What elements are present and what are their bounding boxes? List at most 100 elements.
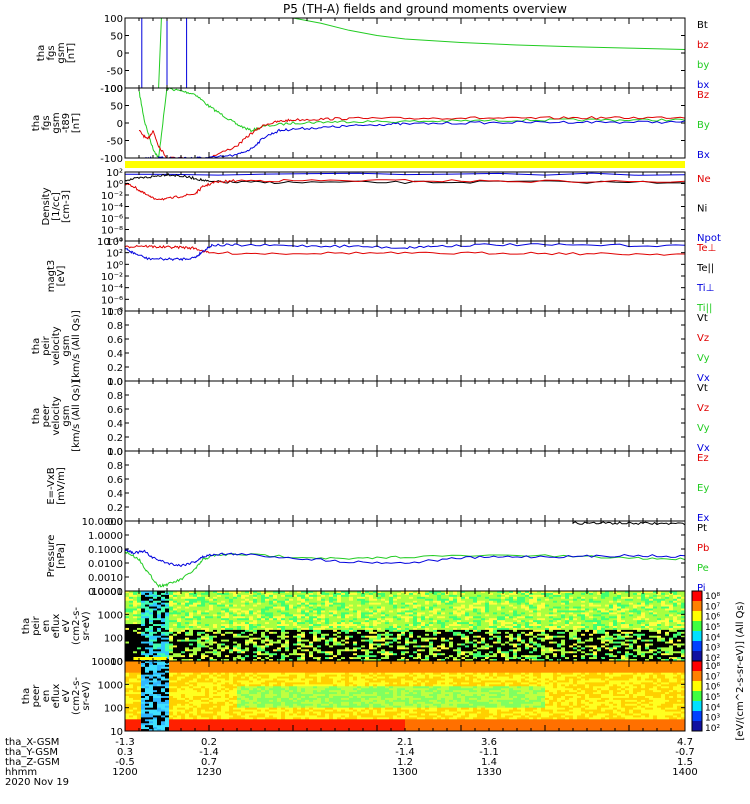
panel-frame <box>125 172 685 241</box>
y-tick-label: 0.8 <box>107 391 123 402</box>
x-tick-label: 1300 <box>392 767 417 778</box>
series-group-fgs <box>136 18 685 88</box>
y-tick-label: 0.0010 <box>88 573 123 584</box>
y-tick-label: 0.6 <box>107 335 123 346</box>
legend-entry: Ti⊥ <box>696 283 714 294</box>
colorbar-segment <box>692 701 702 712</box>
y-tick-label: 0.4 <box>107 489 123 500</box>
y-tick-label: 10⁴ <box>106 237 123 248</box>
colorbar-tick-label: 10⁶ <box>705 683 720 693</box>
x-tick-label: 1230 <box>196 767 221 778</box>
series-group-pressure <box>125 522 685 587</box>
y-axis-label-line: [mV/m] <box>56 467 67 505</box>
colorbar-tick-label: 10⁵ <box>705 623 720 633</box>
legend-entry: Ne <box>697 174 711 185</box>
colorbar-segment <box>692 651 702 662</box>
colorbars: 10⁸10⁷10⁶10⁵10⁴10³10²10⁸10⁷10⁶10⁵10⁴10³1… <box>692 591 746 741</box>
colorbar-segment <box>692 681 702 692</box>
y-tick-label: 1.0 <box>107 307 123 318</box>
y-tick-label: -50 <box>107 67 123 78</box>
legend-entry: Ey <box>697 483 709 494</box>
y-axis-label: E=-VxB[mV/m] <box>46 467 67 505</box>
legend-entry: Vt <box>697 383 708 394</box>
y-tick-label: 10.0000 <box>82 517 123 528</box>
colorbar-tick-label: 10⁴ <box>705 633 720 643</box>
colorbar-tick-label: 10⁷ <box>705 672 720 682</box>
y-tick-label: 0.2 <box>107 503 123 514</box>
panel-frame <box>125 451 685 521</box>
colorbar-segment <box>692 721 702 732</box>
panel-frame <box>125 381 685 451</box>
panel-frame <box>125 241 685 311</box>
y-axis-label-line: sr-eV) <box>81 681 92 710</box>
y-axis-label-line: [km/s (All Qs)] <box>71 380 82 452</box>
legend-entry: Bx <box>697 150 710 161</box>
y-tick-label: 1000 <box>98 610 123 621</box>
series-line-Bt <box>136 18 685 88</box>
legend-entry: Vy <box>697 353 710 364</box>
quality-flag-bar <box>133 657 167 660</box>
y-tick-label: -50 <box>107 137 123 148</box>
y-tick-label: 0.2 <box>107 433 123 444</box>
series-line-Bx <box>139 121 685 159</box>
y-tick-label: 1.0 <box>107 377 123 388</box>
y-tick-label: 10⁻⁴ <box>101 203 123 214</box>
y-tick-label: 0.2 <box>107 363 123 374</box>
legend-entry: Vt <box>697 313 708 324</box>
y-tick-label: -100 <box>100 154 123 165</box>
colorbar-segment <box>692 611 702 622</box>
legend-entry: Pb <box>697 543 709 554</box>
colorbar-segment <box>692 661 702 672</box>
y-tick-label: 0 <box>117 119 123 130</box>
y-tick-label: 1.0 <box>107 447 123 458</box>
quality-flag-bar <box>125 161 685 168</box>
colorbar-segment <box>692 711 702 722</box>
colorbar-segment <box>692 591 702 602</box>
y-tick-label: 1000 <box>98 680 123 691</box>
y-axis-label-line: [nT] <box>66 43 77 63</box>
legend-entry: Te|| <box>696 263 714 274</box>
y-tick-label: 0.8 <box>107 321 123 332</box>
legend-entry: By <box>697 120 710 131</box>
colorbar-segment <box>692 641 702 652</box>
colorbar-label: [eV/(cm^2-s-sr-eV)] (All Qs) <box>735 601 746 740</box>
colorbar-tick-label: 10⁷ <box>705 602 720 612</box>
x-tick-label: 1330 <box>476 767 501 778</box>
y-tick-label: 0.1000 <box>88 545 123 556</box>
legend-entry: Pt <box>697 523 707 534</box>
y-tick-label: 50 <box>110 32 123 43</box>
y-axis-label-line: sr-eV) <box>81 611 92 640</box>
colorbar-segment <box>692 631 702 642</box>
colorbar-tick-label: 10⁴ <box>705 703 720 713</box>
y-axis-label-line: [cm-3] <box>61 190 72 223</box>
y-axis-label: Density[1/cc][cm-3] <box>41 187 72 225</box>
y-axis-label-line: [km/s (All Qs)] <box>71 310 82 382</box>
y-tick-label: 50 <box>110 102 123 113</box>
x-tick-label: 1200 <box>112 767 137 778</box>
y-axis-label: magt3[eV] <box>46 260 67 293</box>
colorbar-tick-label: 10⁵ <box>705 693 720 703</box>
y-tick-label: 10² <box>106 249 123 260</box>
y-tick-label: 10⁻⁶ <box>101 214 123 225</box>
colorbar-tick-label: 10⁶ <box>705 613 720 623</box>
panel-frame <box>125 18 685 88</box>
y-tick-label: 0.8 <box>107 461 123 472</box>
y-tick-label: 10² <box>106 168 123 179</box>
colorbar-tick-label: 10⁸ <box>705 662 720 672</box>
x-tick-label: 1400 <box>672 767 697 778</box>
panel-temperature: 10⁴10²10⁰10⁻²10⁻⁴10⁻⁶10⁻⁸magt3[eV]Te⊥Te|… <box>46 237 716 318</box>
legend-entry: Ni <box>697 204 707 215</box>
y-tick-label: 0.6 <box>107 475 123 486</box>
y-tick-label: 10⁻² <box>101 191 123 202</box>
legend-entry: Te⊥ <box>696 243 716 254</box>
